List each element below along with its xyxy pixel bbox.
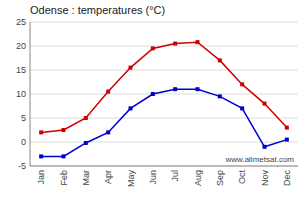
grid-line [30, 70, 298, 71]
marker [62, 154, 66, 158]
x-tick-label: Feb [59, 170, 69, 186]
y-tick-label: 10 [16, 89, 26, 99]
marker [173, 42, 177, 46]
x-tick-label: Oct [237, 170, 247, 185]
marker [285, 138, 289, 142]
x-tick-label: Mar [81, 170, 91, 186]
annotation: www.allmetsat.com [225, 155, 295, 164]
x-tick-label: Apr [103, 170, 113, 184]
marker [39, 154, 43, 158]
x-tick-label: Dec [282, 170, 292, 187]
marker [196, 87, 200, 91]
y-tick-label: 0 [21, 137, 26, 147]
x-tick-label: Jan [36, 170, 46, 185]
series-line [41, 42, 287, 132]
grid-line [30, 166, 298, 167]
grid-line [30, 22, 298, 23]
marker [151, 46, 155, 50]
marker [263, 145, 267, 149]
x-axis [30, 166, 298, 167]
marker [106, 130, 110, 134]
y-tick-label: -5 [18, 161, 26, 171]
marker [218, 94, 222, 98]
marker [240, 82, 244, 86]
grid-line [30, 118, 298, 119]
series-line [41, 89, 287, 156]
y-tick-label: 15 [16, 65, 26, 75]
chart: Odense : temperatures (°C) -5 0 5 10 15 20 25 Ja… [0, 0, 305, 200]
marker [39, 130, 43, 134]
y-tick-label: 25 [16, 17, 26, 27]
marker [196, 40, 200, 44]
marker [62, 128, 66, 132]
marker [151, 92, 155, 96]
marker [285, 126, 289, 130]
marker [84, 116, 88, 120]
marker [240, 106, 244, 110]
x-tick-label: Jun [148, 170, 158, 185]
marker [218, 58, 222, 62]
y-tick-label: 20 [16, 41, 26, 51]
marker [263, 102, 267, 106]
marker [84, 141, 88, 145]
y-tick-label: 5 [21, 113, 26, 123]
plot-area [39, 40, 289, 158]
grid-line [30, 142, 298, 143]
x-tick-label: Nov [260, 170, 270, 187]
marker [129, 66, 133, 70]
marker [106, 90, 110, 94]
title: Odense : temperatures (°C) [30, 4, 165, 16]
marker [173, 87, 177, 91]
x-tick-label: Jul [170, 170, 180, 182]
x-tick-label: May [126, 170, 136, 188]
x-tick-label: Sep [215, 170, 225, 186]
marker [129, 106, 133, 110]
x-tick-label: Aug [193, 170, 203, 186]
y-axis [30, 22, 31, 166]
grid-line [30, 94, 298, 95]
